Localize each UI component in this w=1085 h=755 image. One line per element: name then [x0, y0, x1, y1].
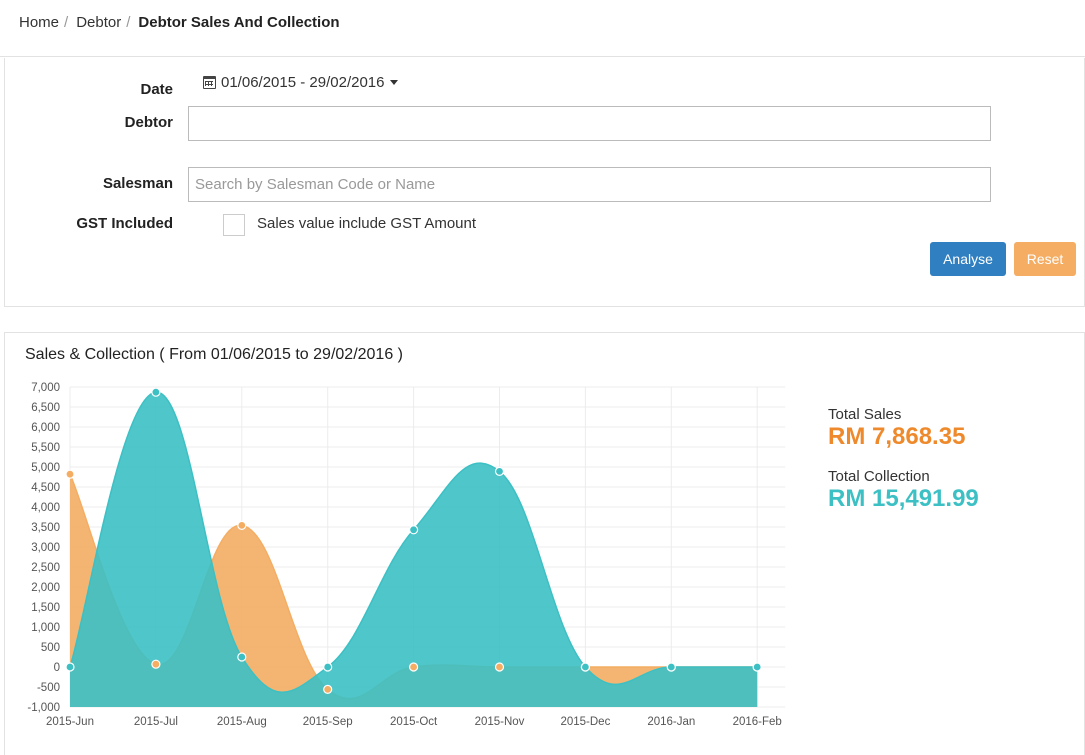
gst-label: GST Included [76, 215, 173, 232]
data-point [151, 659, 161, 669]
total-collection-value: RM 15,491.99 [828, 485, 979, 512]
y-tick-label: 7,000 [31, 382, 60, 394]
y-tick-label: -500 [37, 682, 60, 694]
data-point [323, 662, 333, 672]
data-point [237, 520, 247, 530]
salesman-label: Salesman [102, 175, 173, 192]
date-label: Date [140, 81, 173, 98]
data-point [409, 662, 419, 672]
x-tick-label: 2015-Sep [303, 716, 353, 728]
y-tick-label: 2,000 [31, 582, 60, 594]
y-tick-label: 0 [54, 662, 60, 674]
gst-checkbox[interactable] [223, 214, 245, 236]
breadcrumb: Home / Debtor / Debtor Sales And Collect… [19, 14, 340, 31]
breadcrumb-home[interactable]: Home [19, 14, 60, 31]
x-tick-label: 2015-Nov [475, 716, 525, 728]
y-tick-label: 1,500 [31, 602, 60, 614]
data-point [65, 662, 75, 672]
x-tick-label: 2016-Jan [647, 716, 695, 728]
salesman-search-input[interactable] [188, 167, 991, 202]
calendar-icon [203, 76, 216, 89]
data-point [409, 525, 419, 535]
series-area [70, 392, 758, 707]
y-tick-label: 6,000 [31, 422, 60, 434]
total-collection-label: Total Collection [828, 468, 930, 485]
data-point [151, 387, 161, 397]
x-tick-label: 2015-Dec [560, 716, 610, 728]
y-tick-label: 3,500 [31, 522, 60, 534]
header-divider [0, 56, 1085, 57]
debtor-input[interactable] [188, 106, 991, 141]
total-sales-label: Total Sales [828, 406, 902, 423]
reset-button[interactable]: Reset [1014, 242, 1076, 276]
x-tick-label: 2015-Aug [217, 716, 267, 728]
x-tick-label: 2015-Jul [134, 716, 178, 728]
y-tick-label: 5,500 [31, 442, 60, 454]
data-point [65, 469, 75, 479]
x-tick-label: 2015-Jun [46, 716, 94, 728]
data-point [752, 662, 762, 672]
date-range-picker[interactable]: 01/06/2015 - 29/02/2016 [203, 74, 399, 91]
y-tick-label: 6,500 [31, 402, 60, 414]
y-tick-label: 1,000 [31, 622, 60, 634]
debtor-label: Debtor [124, 114, 173, 131]
x-tick-label: 2015-Oct [390, 716, 438, 728]
y-tick-label: 4,500 [31, 482, 60, 494]
total-collection-block: Total Collection RM 15,491.99 [828, 468, 979, 513]
breadcrumb-current: Debtor Sales And Collection [138, 14, 340, 31]
chart-title: Sales & Collection ( From 01/06/2015 to … [25, 346, 403, 363]
y-tick-label: 5,000 [31, 462, 60, 474]
data-point [666, 662, 676, 672]
breadcrumb-separator: / [126, 14, 131, 31]
date-range-value: 01/06/2015 - 29/02/2016 [221, 74, 385, 91]
data-point [323, 684, 333, 694]
sales-collection-chart: -1,000 -500 0 500 1,000 1,500 2,000 2,500 3,000 3… [27, 382, 786, 728]
series-area [70, 474, 758, 707]
gst-checkbox-label[interactable]: Sales value include GST Amount [257, 215, 477, 232]
y-tick-label: 2,500 [31, 562, 60, 574]
x-tick-label: 2016-Feb [733, 716, 782, 728]
total-sales-value: RM 7,868.35 [828, 423, 966, 450]
total-sales-block: Total Sales RM 7,868.35 [828, 406, 965, 451]
y-tick-label: 3,000 [31, 542, 60, 554]
data-point [494, 466, 505, 477]
caret-down-icon [390, 80, 399, 85]
breadcrumb-separator: / [64, 14, 69, 31]
data-point [580, 662, 591, 672]
y-tick-label: 500 [41, 642, 60, 654]
data-point [494, 662, 505, 672]
data-point [237, 652, 247, 662]
breadcrumb-debtor[interactable]: Debtor [76, 14, 122, 31]
analyse-button[interactable]: Analyse [930, 242, 1006, 276]
y-tick-label: -1,000 [27, 702, 60, 714]
y-tick-label: 4,000 [31, 502, 60, 514]
